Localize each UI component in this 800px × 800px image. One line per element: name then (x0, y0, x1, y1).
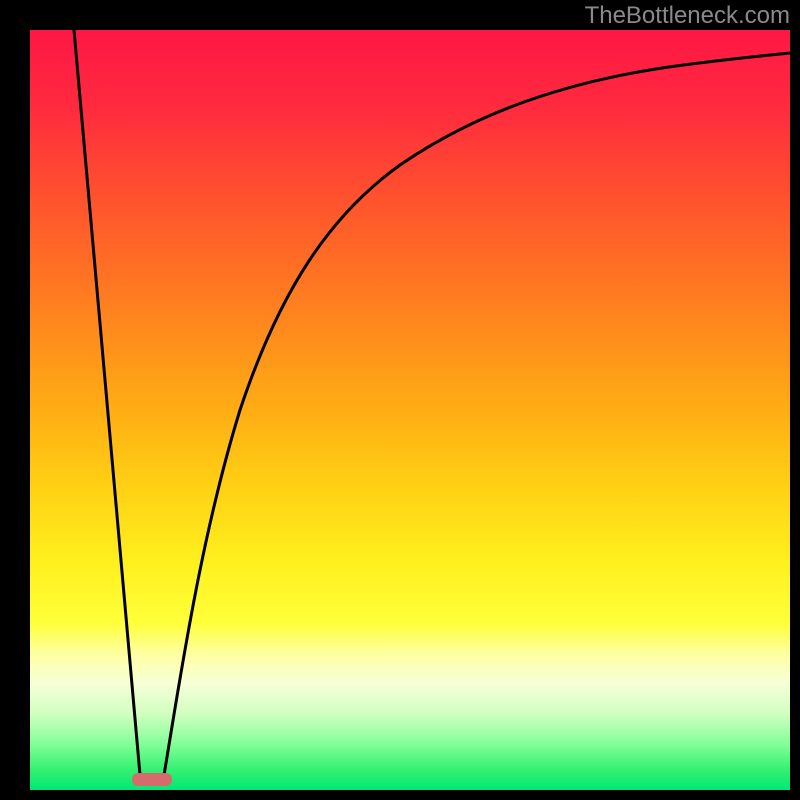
bottleneck-chart (0, 0, 800, 800)
chart-container: TheBottleneck.com (0, 0, 800, 800)
plot-background (30, 30, 790, 790)
optimal-marker (132, 773, 172, 786)
attribution-text: TheBottleneck.com (585, 2, 790, 30)
